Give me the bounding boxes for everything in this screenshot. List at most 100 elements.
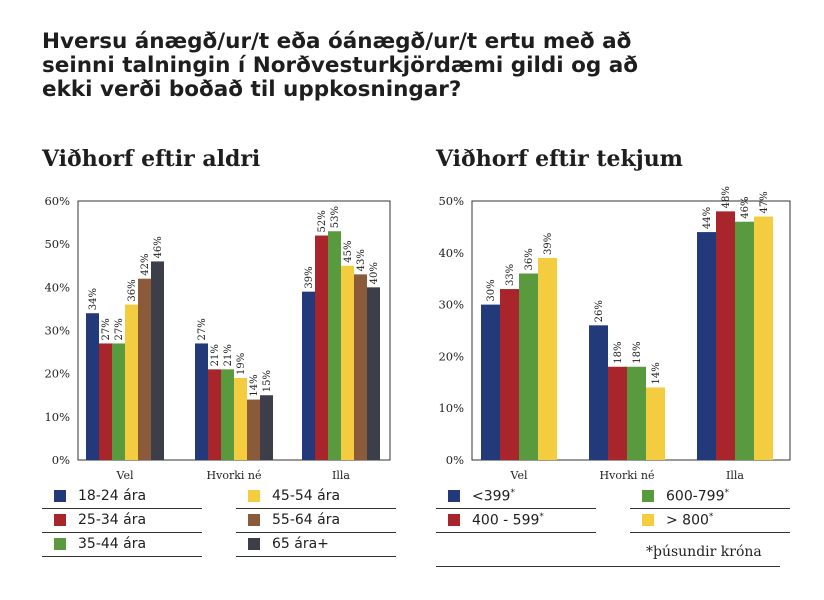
age-data-label: 27% xyxy=(114,318,125,340)
income-bar xyxy=(646,387,665,460)
age-y-tick-label: 0% xyxy=(52,453,70,467)
income-bar xyxy=(538,257,557,460)
age-data-label: 21% xyxy=(210,344,221,366)
income-y-tick-label: 40% xyxy=(438,246,464,260)
legend-item: > 800* xyxy=(630,508,790,533)
legend-swatch xyxy=(248,490,260,502)
legend-footnote-mark: * xyxy=(510,487,515,498)
legend-item: 25-34 ára xyxy=(42,508,202,533)
age-bar xyxy=(151,261,164,460)
legend-label: 18-24 ára xyxy=(78,488,147,504)
chart-title-income: Viðhorf eftir tekjum xyxy=(436,146,683,172)
chart-title-age: Viðhorf eftir aldri xyxy=(42,146,261,172)
page-title: Hversu ánægð/ur/t eða óánægð/ur/t ertu m… xyxy=(42,29,638,102)
age-bar xyxy=(221,369,234,460)
age-x-tick-label: Illa xyxy=(332,469,350,482)
legend-footnote-mark: * xyxy=(539,511,544,522)
legend-label: 35-44 ára xyxy=(78,536,147,552)
legend-item: 55-64 ára xyxy=(236,508,396,533)
legend-label: 55-64 ára xyxy=(272,512,341,528)
age-y-tick-label: 10% xyxy=(44,410,70,424)
income-data-label: 30% xyxy=(486,279,497,301)
income-bar xyxy=(589,325,608,460)
income-data-label: 47% xyxy=(759,191,770,213)
legend-swatch xyxy=(54,490,66,502)
age-data-label: 42% xyxy=(140,253,151,275)
legend-label: 400 - 599* xyxy=(472,511,544,529)
age-bar xyxy=(341,265,354,460)
legend-label: > 800* xyxy=(666,511,714,529)
income-y-tick-label: 20% xyxy=(438,349,464,363)
income-data-label: 44% xyxy=(702,207,713,229)
age-y-tick-label: 20% xyxy=(44,367,70,381)
legend-item: 45-54 ára xyxy=(236,484,396,509)
income-y-tick-label: 30% xyxy=(438,298,464,312)
age-y-tick-label: 30% xyxy=(44,324,70,338)
age-x-tick-label: Vel xyxy=(116,469,134,482)
legend-label: <399* xyxy=(472,487,515,505)
legend-swatch xyxy=(448,490,460,502)
legend-swatch xyxy=(54,514,66,526)
age-bar xyxy=(208,369,221,460)
income-bar xyxy=(697,232,716,460)
age-bar xyxy=(112,343,125,460)
income-x-tick-label: Vel xyxy=(510,469,528,482)
income-data-label: 46% xyxy=(740,196,751,218)
legend-item: 35-44 ára xyxy=(42,532,202,557)
legend-item: 400 - 599* xyxy=(436,508,596,533)
legend-swatch xyxy=(448,514,460,526)
income-x-tick-label: Hvorki né xyxy=(600,469,655,482)
legend-label: 25-34 ára xyxy=(78,512,147,528)
legend-item: 600-799* xyxy=(630,484,790,509)
legend-swatch xyxy=(642,514,654,526)
income-data-label: 14% xyxy=(651,362,662,384)
age-bar xyxy=(195,343,208,460)
income-y-tick-label: 10% xyxy=(438,401,464,415)
age-bar xyxy=(234,377,247,460)
income-data-label: 33% xyxy=(505,264,516,286)
age-data-label: 46% xyxy=(153,236,164,258)
income-bar xyxy=(500,289,519,460)
age-data-label: 21% xyxy=(223,344,234,366)
income-bar xyxy=(608,366,627,460)
age-data-label: 19% xyxy=(236,353,247,375)
age-bar xyxy=(367,287,380,460)
age-y-tick-label: 50% xyxy=(44,237,70,251)
age-data-label: 27% xyxy=(197,318,208,340)
age-x-tick-label: Hvorki né xyxy=(207,469,262,482)
income-data-label: 36% xyxy=(524,248,535,270)
age-data-label: 36% xyxy=(127,279,138,301)
income-data-label: 18% xyxy=(613,342,624,364)
legend-swatch xyxy=(54,538,66,550)
income-bar xyxy=(735,221,754,460)
income-bar xyxy=(519,273,538,460)
age-data-label: 27% xyxy=(101,318,112,340)
age-bar xyxy=(302,291,315,460)
legend-item: <399* xyxy=(436,484,596,509)
age-bar xyxy=(328,231,341,460)
income-bar xyxy=(754,216,773,460)
income-data-label: 18% xyxy=(632,342,643,364)
age-bar xyxy=(138,278,151,460)
income-data-label: 26% xyxy=(594,300,605,322)
age-bar xyxy=(125,304,138,460)
age-y-tick-label: 60% xyxy=(44,194,70,208)
footnote-divider xyxy=(436,566,780,567)
age-data-label: 43% xyxy=(356,249,367,271)
income-data-label: 39% xyxy=(543,233,554,255)
age-bar xyxy=(99,343,112,460)
legend-label: 600-799* xyxy=(666,487,729,505)
age-data-label: 40% xyxy=(369,262,380,284)
age-data-label: 53% xyxy=(330,206,341,228)
age-bar xyxy=(247,399,260,460)
legend-label: 65 ára+ xyxy=(272,536,329,552)
age-data-label: 39% xyxy=(304,266,315,288)
age-data-label: 45% xyxy=(343,241,354,263)
income-y-tick-label: 0% xyxy=(446,453,464,467)
age-bar xyxy=(260,395,273,460)
footnote: *þúsundir króna xyxy=(646,544,762,560)
income-bar xyxy=(627,366,646,460)
legend-footnote-mark: * xyxy=(708,511,714,522)
age-bar xyxy=(86,313,99,460)
age-y-tick-label: 40% xyxy=(44,280,70,294)
